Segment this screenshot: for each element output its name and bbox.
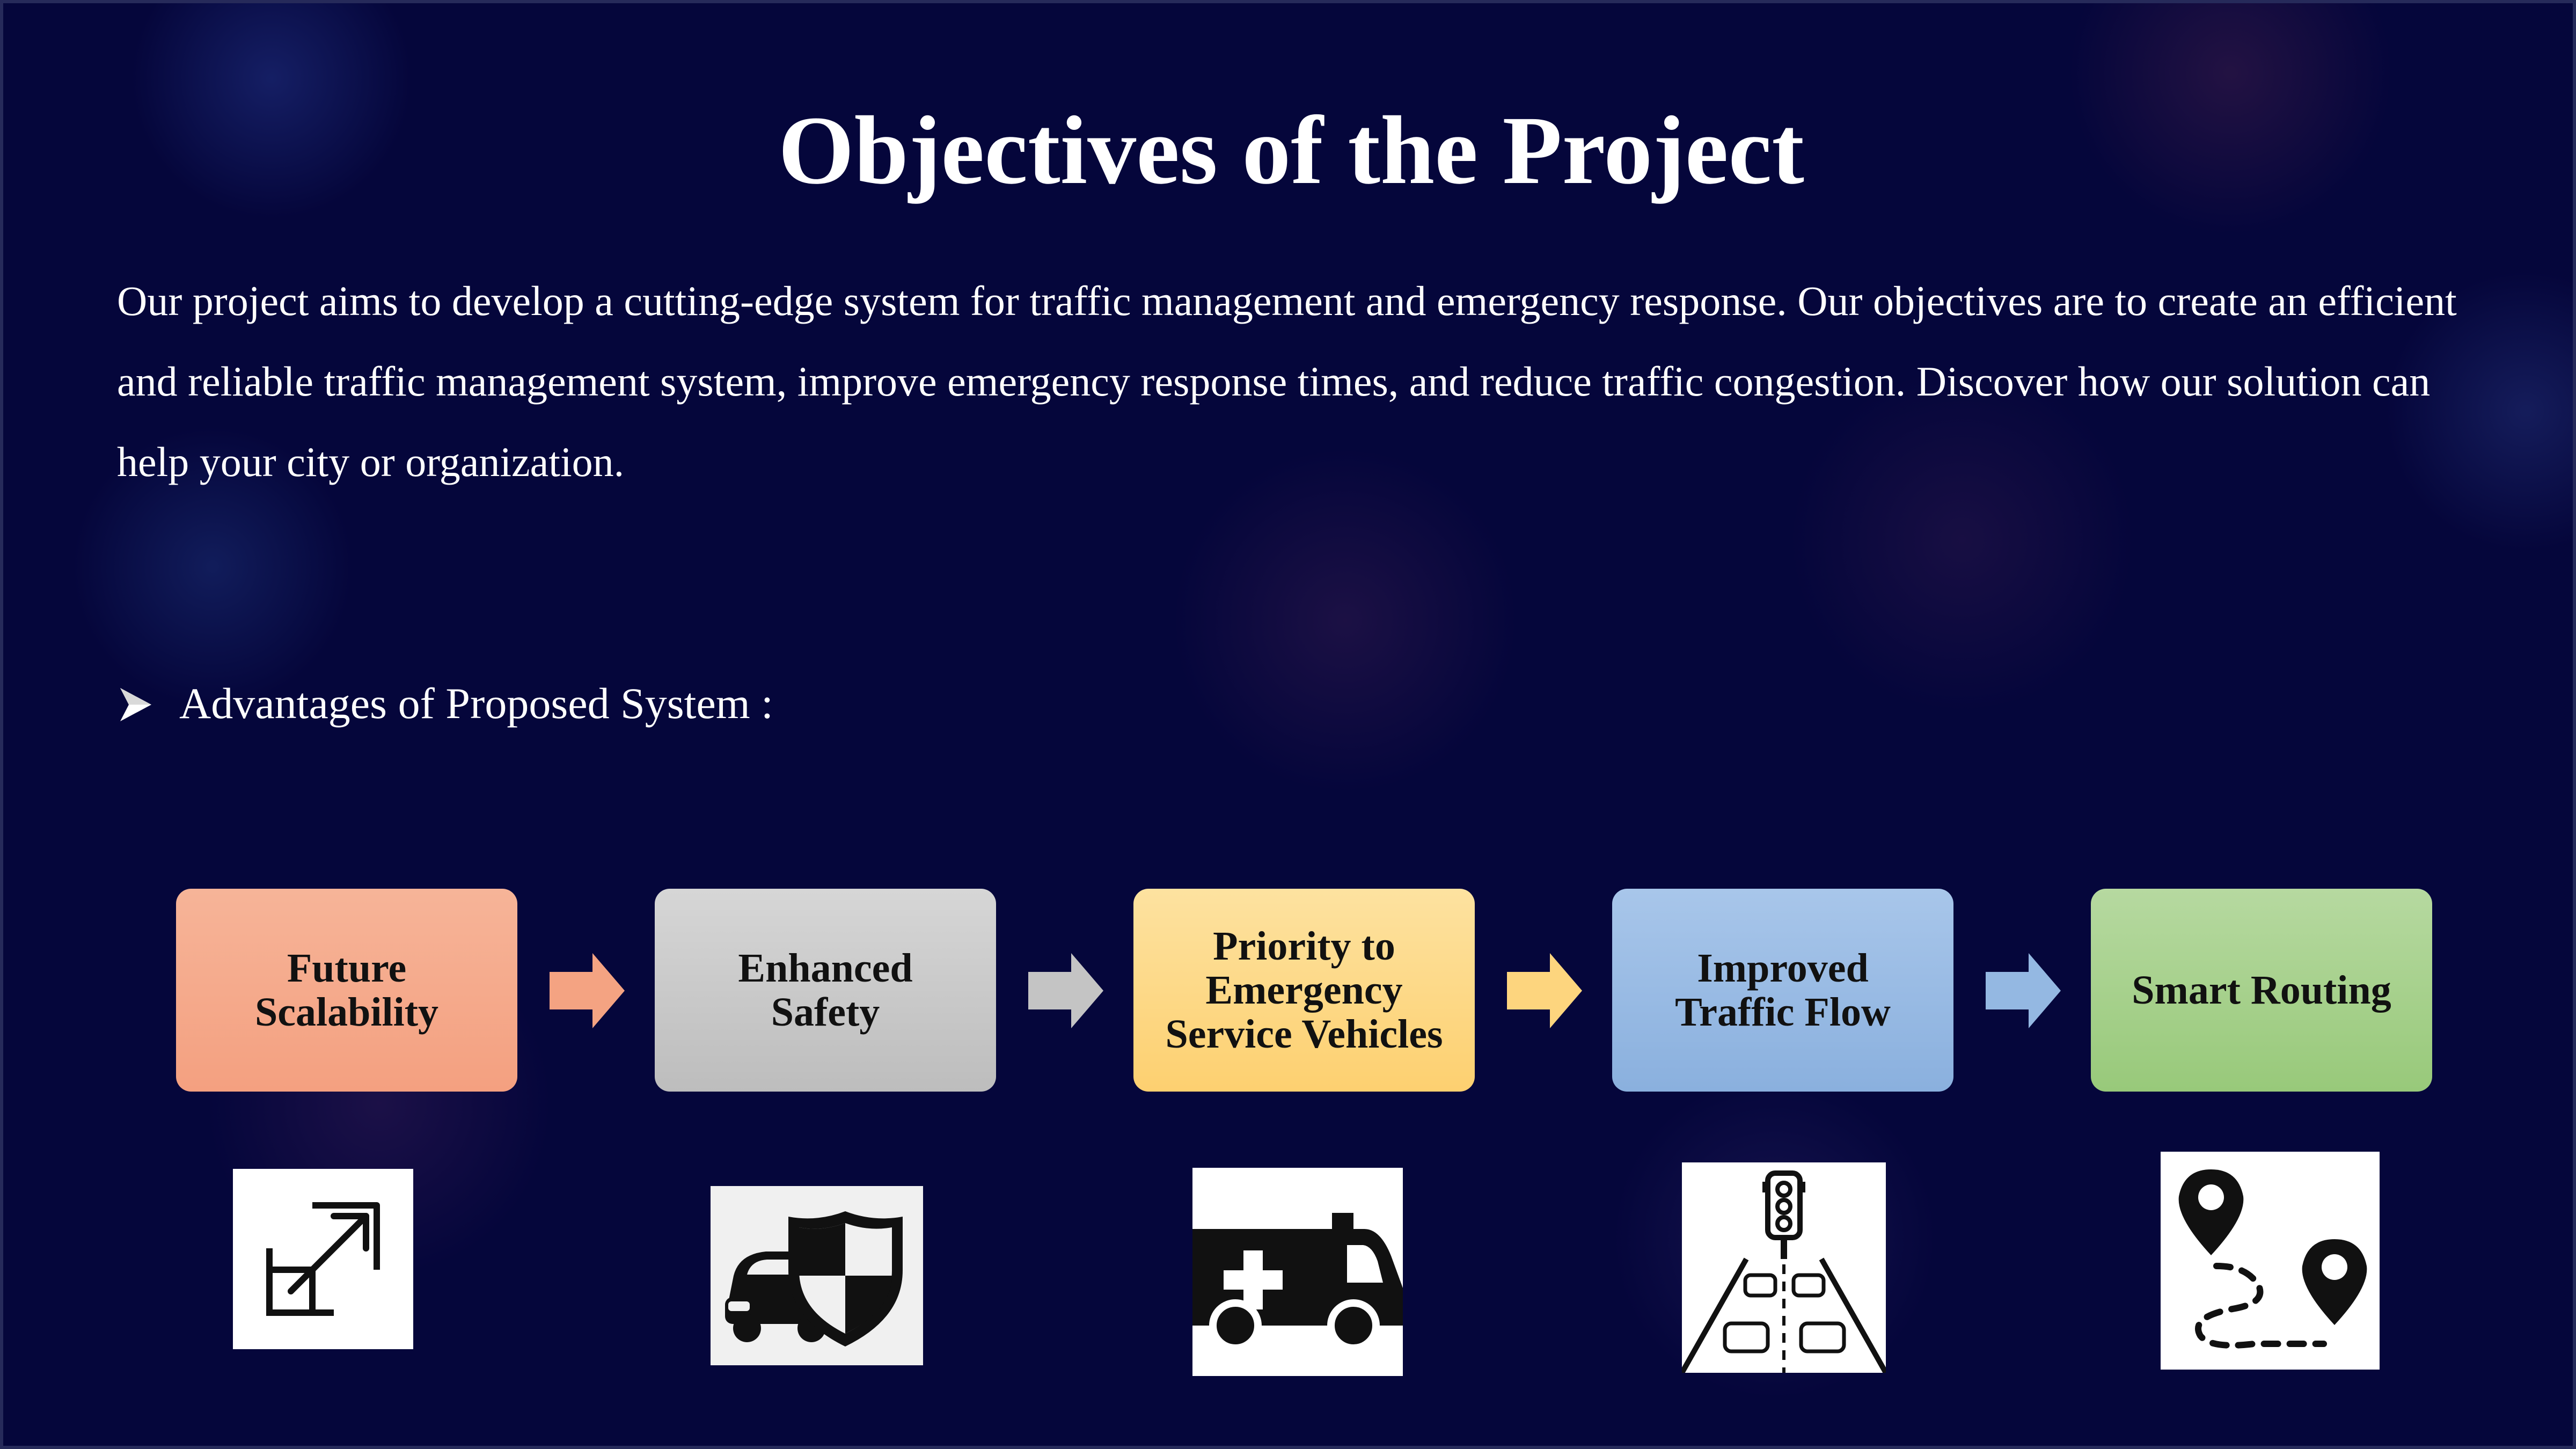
slide-title: Objectives of the Project — [778, 97, 1804, 204]
step-label: Enhanced Safety — [738, 946, 913, 1035]
step-smart-routing: Smart Routing — [2091, 889, 2432, 1092]
traffic-light-road-icon — [1682, 1162, 1886, 1373]
intro-paragraph: Our project aims to develop a cutting-ed… — [117, 277, 2457, 485]
step-enhanced-safety: Enhanced Safety — [655, 889, 996, 1092]
flow-arrow-icon — [550, 953, 625, 1028]
step-label: Priority to Emergency Service Vehicles — [1165, 924, 1443, 1057]
flow-arrow-icon — [1986, 953, 2061, 1028]
arrow-bullet-icon — [117, 679, 179, 728]
step-future-scalability: Future Scalability — [176, 889, 517, 1092]
step-label: Future Scalability — [254, 946, 439, 1035]
step-label: Improved Traffic Flow — [1675, 946, 1891, 1035]
flow-arrow-icon — [1028, 953, 1103, 1028]
flow-arrow-icon — [1507, 953, 1582, 1028]
ambulance-icon — [1192, 1168, 1403, 1376]
expand-arrow-icon — [233, 1169, 413, 1349]
advantages-heading: Advantages of Proposed System : — [117, 669, 773, 738]
step-priority-emergency: Priority to Emergency Service Vehicles — [1133, 889, 1475, 1092]
route-pins-icon — [2161, 1152, 2380, 1370]
car-shield-icon — [711, 1186, 923, 1365]
step-label: Smart Routing — [2132, 968, 2391, 1013]
step-improved-traffic-flow: Improved Traffic Flow — [1612, 889, 1953, 1092]
advantages-heading-text: Advantages of Proposed System : — [179, 679, 773, 728]
